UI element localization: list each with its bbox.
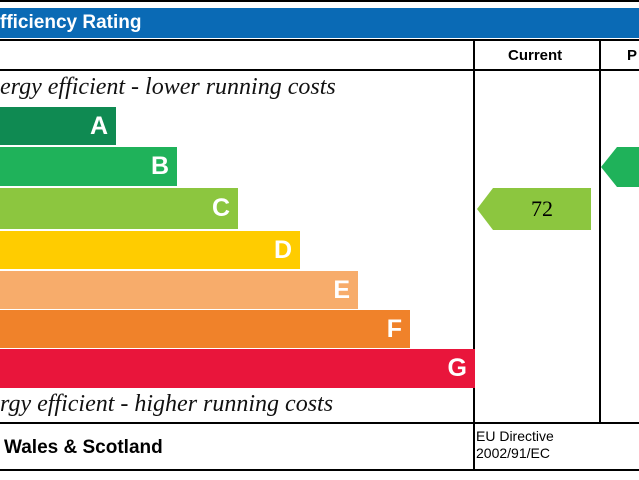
band-e: E xyxy=(0,271,358,309)
bottom-border xyxy=(0,469,639,471)
band-letter-g: G xyxy=(447,354,467,382)
band-c: C xyxy=(0,188,238,229)
top-border xyxy=(0,0,639,2)
band-g: G xyxy=(0,349,475,388)
header-bottom-rule xyxy=(0,39,639,41)
potential-rating-arrow xyxy=(601,147,639,187)
top-efficiency-label: ergy efficient - lower running costs xyxy=(0,74,336,100)
bottom-efficiency-label: rgy efficient - higher running costs xyxy=(0,391,334,417)
band-letter-f: F xyxy=(386,314,402,343)
band-letter-c: C xyxy=(211,194,230,222)
band-b: B xyxy=(0,147,177,186)
eu-directive-line1: EU Directive xyxy=(476,428,554,444)
band-letter-b: B xyxy=(150,152,169,180)
band-d: D xyxy=(0,231,300,269)
potential-column-left-rule xyxy=(599,39,601,423)
band-a: A xyxy=(0,107,116,145)
band-f: F xyxy=(0,310,410,348)
footer-top-rule xyxy=(0,422,639,424)
current-column-left-rule xyxy=(473,39,475,470)
current-column-header: Current xyxy=(508,47,563,64)
chart-title: fficiency Rating xyxy=(0,12,142,33)
band-letter-e: E xyxy=(333,275,350,304)
column-head-rule xyxy=(0,69,639,71)
chart-header: fficiency Rating xyxy=(0,8,639,38)
region-label: Wales & Scotland xyxy=(4,437,163,458)
current-rating-value: 72 xyxy=(531,196,553,221)
current-rating-arrow: 72 xyxy=(477,188,591,230)
band-letter-d: D xyxy=(273,235,292,264)
eu-directive-line2: 2002/91/EC xyxy=(476,445,550,461)
current-arrow-shape xyxy=(477,188,591,230)
potential-column-header: P xyxy=(627,47,638,64)
potential-arrow-shape xyxy=(601,147,639,187)
band-letter-a: A xyxy=(89,111,108,140)
